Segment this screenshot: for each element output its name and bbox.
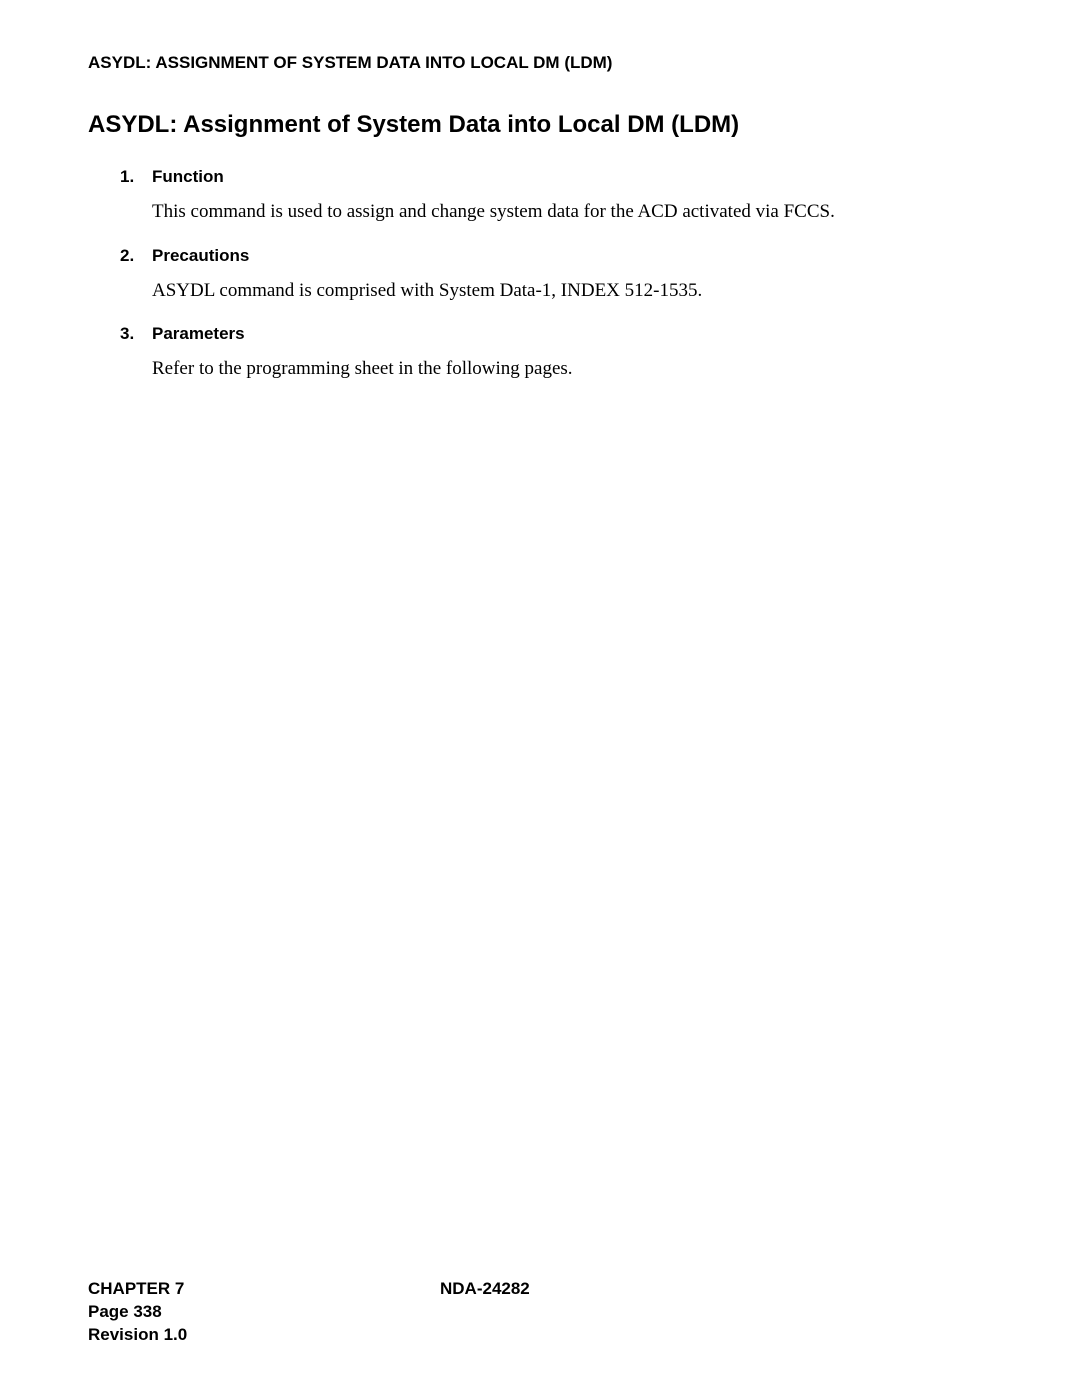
section-function: 1. Function This command is used to assi… [88,167,990,226]
section-title: Function [152,167,224,187]
section-precautions: 2. Precautions ASYDL command is comprise… [88,246,990,305]
footer-revision: Revision 1.0 [88,1324,440,1347]
section-parameters: 3. Parameters Refer to the programming s… [88,324,990,383]
footer-chapter: CHAPTER 7 [88,1278,440,1301]
section-number: 1. [120,167,152,187]
footer-line-3: Revision 1.0 [88,1324,990,1347]
section-header: 2. Precautions [88,246,990,266]
running-head: ASYDL: ASSIGNMENT OF SYSTEM DATA INTO LO… [88,53,990,73]
footer-line-1: CHAPTER 7 NDA-24282 [88,1278,990,1301]
footer-doc-number: NDA-24282 [440,1278,530,1301]
section-header: 3. Parameters [88,324,990,344]
section-body: ASYDL command is comprised with System D… [88,278,990,305]
section-title: Precautions [152,246,249,266]
footer-line-2: Page 338 [88,1301,990,1324]
section-number: 2. [120,246,152,266]
section-body: Refer to the programming sheet in the fo… [88,356,990,383]
section-number: 3. [120,324,152,344]
section-body: This command is used to assign and chang… [88,199,990,226]
footer-page: Page 338 [88,1301,440,1324]
section-header: 1. Function [88,167,990,187]
section-title: Parameters [152,324,245,344]
page-footer: CHAPTER 7 NDA-24282 Page 338 Revision 1.… [88,1278,990,1347]
page-title: ASYDL: Assignment of System Data into Lo… [88,111,990,139]
